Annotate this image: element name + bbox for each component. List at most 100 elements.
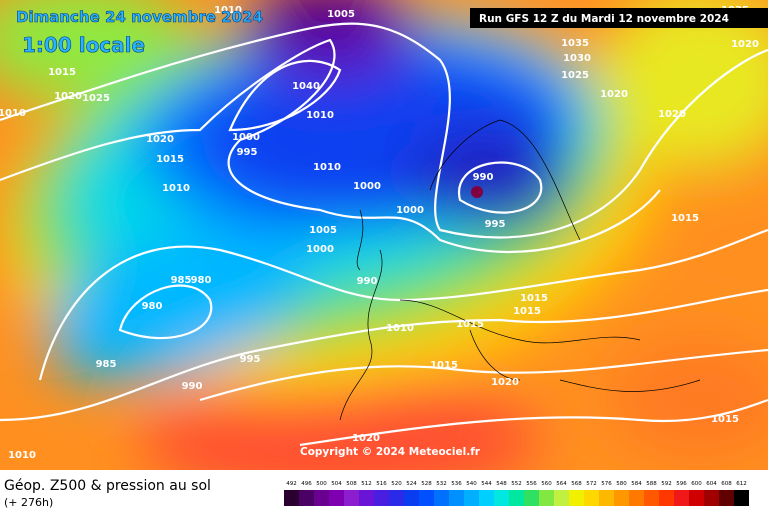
local-time: 1:00 locale: [22, 33, 145, 57]
scale-label: 520: [391, 481, 402, 487]
isobar: [38, 228, 768, 381]
scale-swatch: [449, 490, 464, 506]
scale-label: 568: [571, 481, 582, 487]
isobar-label: 1000: [396, 205, 424, 216]
scale-swatch: [344, 490, 359, 506]
run-box: [470, 8, 768, 28]
scale-label: 540: [466, 481, 477, 487]
isobar-label: 1020: [600, 89, 628, 100]
isobar-label: 990: [182, 381, 203, 392]
scale-label: 548: [496, 481, 507, 487]
scale-swatch: [494, 490, 509, 506]
isobar-label: 1005: [327, 9, 355, 20]
lead-time: (+ 276h): [4, 496, 53, 509]
scale-swatch: [434, 490, 449, 506]
low-center: [471, 186, 483, 198]
scale-label: 532: [436, 481, 447, 487]
isobars: [0, 22, 768, 447]
isobar-label: 1020: [731, 39, 759, 50]
scale-swatch: [659, 490, 674, 506]
isobar-label: 995: [240, 354, 261, 365]
scale-label: 612: [736, 481, 747, 487]
scale-label: 596: [676, 481, 687, 487]
scale-swatch: [584, 490, 599, 506]
isobar-label: 1010: [306, 110, 334, 121]
scale-swatch: [404, 490, 419, 506]
isobar-label: 985: [96, 359, 117, 370]
scale-swatch: [569, 490, 584, 506]
scale-swatch: [284, 490, 299, 506]
scale-swatch: [629, 490, 644, 506]
isobar: [0, 22, 768, 239]
isobar-label: 1015: [513, 306, 541, 317]
isobar-label: 1015: [520, 293, 548, 304]
scale-swatch: [524, 490, 539, 506]
scale-label: 600: [691, 481, 702, 487]
scale-label: 604: [706, 481, 717, 487]
scale-swatch: [704, 490, 719, 506]
scale-label: 512: [361, 481, 372, 487]
scale-swatch: [674, 490, 689, 506]
footer-title: Géop. Z500 & pression au sol: [4, 478, 211, 494]
isobar-label: 1020: [146, 134, 174, 145]
isobar-label: 1010: [162, 183, 190, 194]
isobar-label: 1015: [430, 360, 458, 371]
scale-label: 492: [286, 481, 297, 487]
scale-label: 584: [631, 481, 642, 487]
isobar-label: 1015: [456, 319, 484, 330]
scale-swatch: [644, 490, 659, 506]
scale-label: 508: [346, 481, 357, 487]
scale-label: 528: [421, 481, 432, 487]
scale-label: 552: [511, 481, 522, 487]
scale-label: 608: [721, 481, 732, 487]
isobar-label: 1015: [711, 414, 739, 425]
isobar-label: 1010: [313, 162, 341, 173]
scale-swatch: [374, 490, 389, 506]
scale-swatch: [359, 490, 374, 506]
isobar-label: 990: [357, 276, 378, 287]
scale-label: 556: [526, 481, 537, 487]
isobar-label: 995: [237, 147, 258, 158]
isobar: [199, 348, 768, 402]
scale-label: 544: [481, 481, 492, 487]
isobar-label: 1010: [386, 323, 414, 334]
scale-swatch: [464, 490, 479, 506]
isobar-label: 1000: [306, 244, 334, 255]
scale-label: 504: [331, 481, 342, 487]
scale-label: 572: [586, 481, 597, 487]
date: Dimanche 24 novembre 2024: [16, 8, 263, 26]
isobar-label: 1020: [352, 433, 380, 444]
scale-swatch: [554, 490, 569, 506]
scale-swatch: [314, 490, 329, 506]
scale-label: 588: [646, 481, 657, 487]
scale-swatch: [389, 490, 404, 506]
isobar-label: 1020: [54, 91, 82, 102]
isobar-label: 1040: [292, 81, 320, 92]
isobar-label: 1000: [353, 181, 381, 192]
copyright: Copyright © 2024 Meteociel.fr: [300, 446, 481, 458]
scale-swatch: [299, 490, 314, 506]
isobar: [0, 38, 661, 253]
isobar-label: 990: [473, 172, 494, 183]
scale-swatch: [509, 490, 524, 506]
scale-label: 564: [556, 481, 567, 487]
geopotential-field: 1010100510351020101510201025101010351030…: [0, 0, 768, 470]
coastlines: [339, 119, 701, 421]
scale-swatch: [329, 490, 344, 506]
scale-label: 560: [541, 481, 552, 487]
isobar-label: 1030: [563, 53, 591, 64]
isobar-label: 1035: [561, 38, 589, 49]
isobar-label: 1015: [671, 213, 699, 224]
scale-swatch: [734, 490, 749, 506]
scale-label: 536: [451, 481, 462, 487]
isobar-label: 1025: [82, 93, 110, 104]
scale-label: 496: [301, 481, 312, 487]
scale-label: 500: [316, 481, 327, 487]
scale-swatch: [539, 490, 554, 506]
scale-swatch: [599, 490, 614, 506]
scale-swatch: [419, 490, 434, 506]
isobar: [457, 161, 543, 214]
isobar-label: 980: [142, 301, 163, 312]
isobar-label: 1015: [156, 154, 184, 165]
